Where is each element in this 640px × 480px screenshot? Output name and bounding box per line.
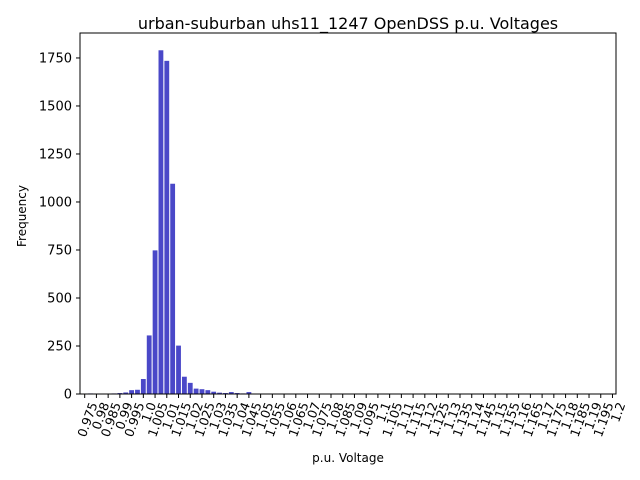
y-axis: 0 250 500 750 1000 1250 1500 1750 bbox=[39, 51, 80, 403]
bar-21 bbox=[211, 391, 217, 394]
bar-27 bbox=[246, 392, 252, 394]
bar-10 bbox=[146, 335, 152, 394]
bar-7 bbox=[129, 390, 135, 394]
y-tick-label-2: 500 bbox=[47, 291, 72, 306]
bar-17 bbox=[187, 382, 193, 394]
bar-11 bbox=[152, 250, 158, 394]
x-axis-label: p.u. Voltage bbox=[312, 451, 384, 465]
bar-22 bbox=[217, 392, 222, 394]
y-axis-label: Frequency bbox=[15, 185, 29, 247]
y-tick-label-5: 1250 bbox=[39, 147, 72, 162]
bars-group bbox=[88, 50, 264, 395]
bar-19 bbox=[199, 389, 205, 394]
bar-16 bbox=[181, 376, 187, 394]
bar-6 bbox=[123, 392, 129, 394]
bar-12 bbox=[158, 50, 164, 394]
y-tick-label-3: 750 bbox=[47, 243, 72, 258]
bar-13 bbox=[164, 60, 170, 395]
bar-15 bbox=[176, 345, 181, 394]
y-tick-label-6: 1500 bbox=[39, 99, 72, 114]
bar-14 bbox=[170, 183, 176, 394]
x-axis: 0.9750.980.9850.990.9951.01.0051.011.015… bbox=[74, 394, 628, 439]
y-tick-label-7: 1750 bbox=[39, 51, 72, 66]
y-tick-label-0: 0 bbox=[64, 388, 72, 403]
bar-8 bbox=[135, 389, 140, 394]
bar-24 bbox=[228, 392, 234, 394]
y-tick-label-1: 250 bbox=[47, 339, 72, 354]
plot-frame bbox=[79, 32, 617, 395]
bar-20 bbox=[205, 390, 211, 394]
x-tick-label-45: 1.2 bbox=[607, 400, 628, 424]
bar-18 bbox=[193, 388, 199, 394]
x-tick-label-5: 1.0 bbox=[138, 400, 159, 424]
bar-9 bbox=[140, 379, 146, 394]
chart-title: urban-suburban uhs11_1247 OpenDSS p.u. V… bbox=[138, 14, 558, 34]
y-tick-label-4: 1000 bbox=[39, 195, 72, 210]
x-tick-label-25: 1.1 bbox=[373, 400, 394, 424]
